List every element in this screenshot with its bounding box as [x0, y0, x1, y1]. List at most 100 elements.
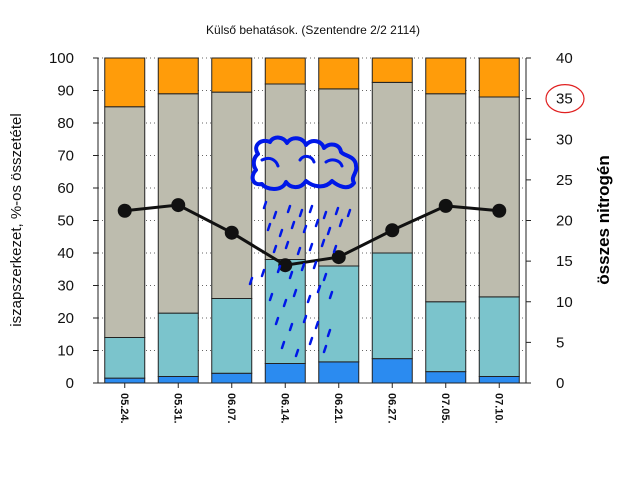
rain-drop	[286, 204, 292, 214]
y-tick-label: 80	[57, 115, 74, 132]
rain-drop	[272, 210, 278, 220]
nitrogen-point	[278, 258, 293, 273]
rain-drop	[328, 290, 334, 300]
bar-segment-grey	[211, 91, 253, 299]
rain-drop	[338, 218, 344, 228]
rain-drop	[298, 208, 304, 218]
y2-tick-label: 35	[556, 91, 573, 108]
rain-drop	[308, 204, 314, 214]
bar-segment-blue	[211, 372, 253, 384]
y2-axis-ticks: 0 5 10 15 20 25 30 35 40	[526, 50, 585, 392]
x-tick-label: 06.07.	[225, 393, 237, 424]
nitrogen-point	[117, 203, 132, 218]
rain-drop	[282, 298, 288, 308]
nitrogen-point	[331, 250, 346, 265]
rain-drop	[284, 240, 290, 250]
bar-segment-blue	[478, 376, 520, 384]
chart-title: Külső behatások. (Szentendre 2/2 2114)	[206, 23, 420, 37]
bar-segment-teal	[425, 301, 467, 373]
rain-drop	[278, 228, 284, 238]
rain-drop	[266, 222, 272, 232]
rain-drop	[308, 242, 314, 252]
bar-segment-blue	[425, 371, 467, 384]
y2-highlight-circle	[545, 84, 585, 114]
rain-drop	[346, 208, 352, 218]
nitrogen-point	[492, 203, 507, 218]
x-axis-ticks: 05.24. 05.31. 06.07. 06.14. 06.21. 06.27. 07.0…	[118, 383, 504, 424]
nitrogen-point	[438, 198, 453, 213]
bar-segment-teal	[211, 298, 253, 374]
bar-segment-blue	[264, 363, 306, 384]
nitrogen-point	[385, 223, 400, 238]
rain-drop	[260, 268, 266, 278]
bar-segment-orange	[104, 57, 146, 108]
y2-tick-label: 25	[556, 172, 573, 189]
rain-cloud-doodle	[248, 135, 359, 358]
rain-drop	[314, 218, 320, 228]
x-tick-label: 06.27.	[385, 393, 397, 424]
y2-axis-label: összes nitrogén	[594, 155, 613, 284]
bar-segment-blue	[157, 376, 199, 384]
y-tick-label: 50	[57, 213, 74, 230]
rain-drop	[320, 238, 326, 248]
bar-segment-orange	[211, 57, 253, 93]
bar-segment-orange	[371, 57, 413, 83]
rain-drop	[268, 292, 274, 302]
y-tick-label: 40	[57, 245, 74, 262]
rain-drops	[248, 200, 352, 358]
rain-drop	[262, 200, 268, 210]
bar-segment-orange	[264, 57, 306, 85]
y-tick-label: 30	[57, 278, 74, 295]
x-tick-label: 07.05.	[439, 393, 451, 424]
bar-segment-orange	[425, 57, 467, 95]
bar-segment-teal	[478, 296, 520, 377]
nitrogen-point	[171, 198, 186, 213]
y2-tick-label: 0	[556, 375, 564, 392]
rain-drop	[274, 316, 280, 326]
rain-drop	[326, 226, 332, 236]
rain-drop	[280, 340, 286, 350]
rain-drop	[322, 210, 328, 220]
bars	[104, 57, 520, 384]
rain-drop	[294, 348, 300, 358]
y2-tick-label: 5	[556, 334, 564, 351]
nitrogen-point	[224, 225, 239, 240]
rain-drop	[276, 264, 282, 274]
bar-segment-teal	[371, 252, 413, 360]
y-tick-label: 20	[57, 310, 74, 327]
y2-tick-label: 10	[556, 294, 573, 311]
rain-drop	[290, 220, 296, 230]
rain-drop	[312, 260, 318, 270]
cloud-outline	[250, 135, 359, 191]
rain-drop	[300, 262, 306, 272]
y-axis-ticks: 0 10 20 30 40 50 60 70 80 90 100	[49, 50, 98, 392]
y-axis-label: iszapszerkezet, %-os összetétel	[8, 113, 25, 326]
y-tick-label: 0	[66, 375, 74, 392]
rain-drop	[288, 270, 294, 280]
rain-drop	[302, 224, 308, 234]
y-tick-label: 100	[49, 50, 74, 67]
bar-segment-teal	[104, 337, 146, 379]
y2-tick-label: 15	[556, 253, 573, 270]
bar-segment-blue	[371, 358, 413, 384]
x-tick-label: 06.21.	[332, 393, 344, 424]
rain-drop	[322, 272, 328, 282]
nitrogen-line-series	[117, 198, 507, 273]
rain-drop	[292, 288, 298, 298]
rain-drop	[322, 344, 328, 354]
rain-drop	[314, 320, 320, 330]
x-tick-label: 07.10.	[492, 393, 504, 424]
rain-drop	[288, 322, 294, 332]
bar-segment-grey	[264, 83, 306, 260]
rain-drop	[296, 246, 302, 256]
bar-segment-orange	[478, 57, 520, 98]
nitrogen-line	[124, 203, 500, 267]
rain-drop	[308, 336, 314, 346]
bar-segment-teal	[264, 259, 306, 364]
bar-segment-grey	[425, 93, 467, 303]
y-tick-label: 70	[57, 148, 74, 165]
y-tick-label: 60	[57, 180, 74, 197]
x-tick-label: 05.31.	[171, 393, 183, 424]
bar-segment-blue	[318, 361, 360, 384]
